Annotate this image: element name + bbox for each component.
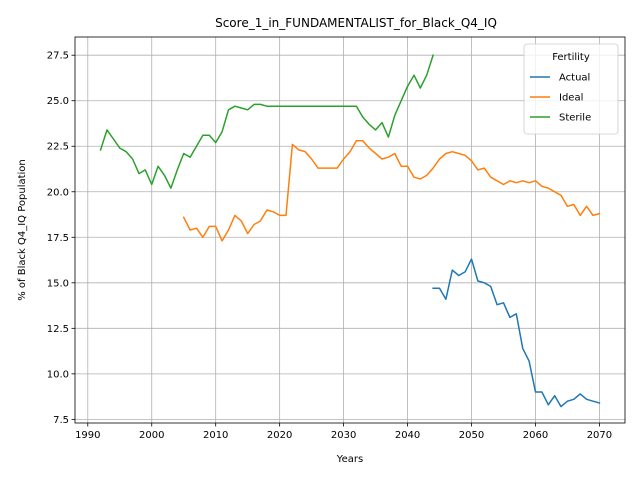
legend-title: Fertility	[552, 52, 590, 63]
x-tick-label: 1990	[75, 430, 100, 441]
x-axis: 1990 2000 2010 2020 2030 2040 2050 2060 2070	[75, 423, 612, 441]
series-line-actual	[432, 258, 601, 408]
x-axis-label: Years	[336, 454, 363, 465]
y-tick-label: 22.5	[47, 142, 69, 153]
legend-items: Actual Ideal Sterile	[530, 73, 591, 124]
chart-title: Score_1_in_FUNDAMENTALIST_for_Black_Q4_I…	[215, 16, 497, 30]
series-line-ideal	[182, 140, 601, 242]
y-tick-label: 17.5	[47, 233, 69, 244]
x-tick-label: 2070	[587, 430, 612, 441]
y-tick-label: 12.5	[47, 324, 69, 335]
y-tick-label: 20.0	[47, 187, 69, 198]
y-tick-label: 25.0	[47, 96, 69, 107]
x-tick-label: 2060	[523, 430, 548, 441]
y-axis-label: % of Black Q4_IQ Population	[17, 159, 28, 301]
legend-label-actual: Actual	[559, 73, 590, 84]
y-tick-label: 10.0	[47, 369, 69, 380]
legend-label-ideal: Ideal	[559, 93, 583, 104]
y-tick-label: 15.0	[47, 278, 69, 289]
x-tick-label: 2040	[395, 430, 420, 441]
plot-frame	[74, 36, 626, 424]
x-tick-label: 2000	[139, 430, 164, 441]
x-tick-label: 2020	[267, 430, 292, 441]
legend: Fertility Actual Ideal Sterile	[523, 43, 619, 135]
legend-label-sterile: Sterile	[559, 113, 591, 124]
series-line-sterile	[99, 54, 435, 189]
x-tick-label: 2030	[331, 430, 356, 441]
y-tick-label: 27.5	[47, 51, 69, 62]
y-axis: 7.5 10.0 12.5 15.0 17.5 20.0 22.5 25.0 27.5	[47, 51, 75, 426]
y-tick-label: 7.5	[53, 415, 69, 426]
legend-box	[523, 43, 619, 135]
series-layer	[99, 54, 601, 408]
x-tick-label: 2050	[459, 430, 484, 441]
x-tick-label: 2010	[203, 430, 228, 441]
